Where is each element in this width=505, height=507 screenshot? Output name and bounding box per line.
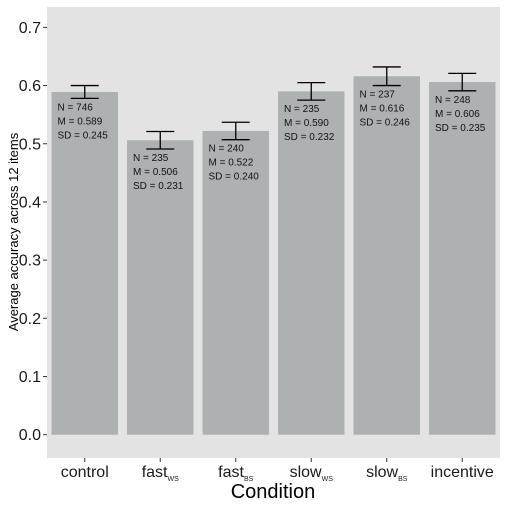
- x-tick-label: slowBS: [366, 464, 408, 483]
- bar-stat-label: SD = 0.240: [209, 172, 260, 183]
- y-tick-label: 0.0: [19, 427, 41, 444]
- y-tick-label: 0.6: [19, 78, 41, 95]
- bar-stat-label: SD = 0.235: [435, 123, 486, 134]
- x-axis-title: Condition: [231, 481, 316, 503]
- bar-stat-label: SD = 0.231: [133, 181, 184, 192]
- bar-stat-label: SD = 0.232: [284, 132, 335, 143]
- y-tick-label: 0.5: [19, 136, 41, 153]
- bar-stat-label: N = 237: [360, 90, 396, 101]
- error-bars: [70, 66, 477, 150]
- bar: [353, 76, 420, 435]
- bar-stat-label: M = 0.522: [209, 158, 254, 169]
- bar: [278, 91, 345, 435]
- bar-stat-label: N = 746: [58, 102, 94, 113]
- bar-stat-label: SD = 0.246: [360, 118, 411, 129]
- y-tick-label: 0.2: [19, 311, 41, 328]
- bar-stat-label: M = 0.590: [284, 118, 329, 129]
- y-axis-title: Average accuracy across 12 items: [6, 132, 21, 331]
- x-tick-label: control: [61, 464, 109, 481]
- plot-panel: [47, 7, 500, 458]
- y-tick-label: 0.4: [19, 194, 41, 211]
- bar-stat-label: M = 0.616: [360, 104, 405, 115]
- y-axis: 0.0 0.1 0.2 0.3 0.4 0.5 0.6 0.7: [19, 20, 47, 444]
- bar-stat-label: M = 0.606: [435, 109, 480, 120]
- bar-stat-label: SD = 0.245: [58, 130, 109, 141]
- bar: [429, 82, 496, 435]
- x-axis: control fastWS fastBS slowWS slowBS incentive: [61, 458, 494, 483]
- y-tick-label: 0.1: [19, 369, 41, 386]
- bar-stat-label: M = 0.506: [133, 167, 178, 178]
- bar-annotations: N = 746 M = 0.589 SD = 0.245 N = 235 M = 0.5…: [58, 90, 486, 192]
- bar-stat-label: N = 248: [435, 95, 471, 106]
- bar: [202, 130, 269, 435]
- bar-stat-label: N = 235: [133, 153, 169, 164]
- bars: [51, 76, 496, 435]
- x-tick-label: fastBS: [218, 464, 253, 483]
- x-tick-label: incentive: [431, 464, 494, 481]
- y-tick-label: 0.7: [19, 20, 41, 37]
- bar-stat-label: N = 235: [284, 104, 320, 115]
- y-tick-label: 0.3: [19, 253, 41, 270]
- bar-stat-label: N = 240: [209, 144, 245, 155]
- x-tick-label: slowWS: [290, 464, 334, 483]
- bar-stat-label: M = 0.589: [58, 116, 103, 127]
- bar: [127, 140, 194, 435]
- x-tick-label: fastWS: [142, 464, 179, 483]
- bar: [51, 91, 118, 435]
